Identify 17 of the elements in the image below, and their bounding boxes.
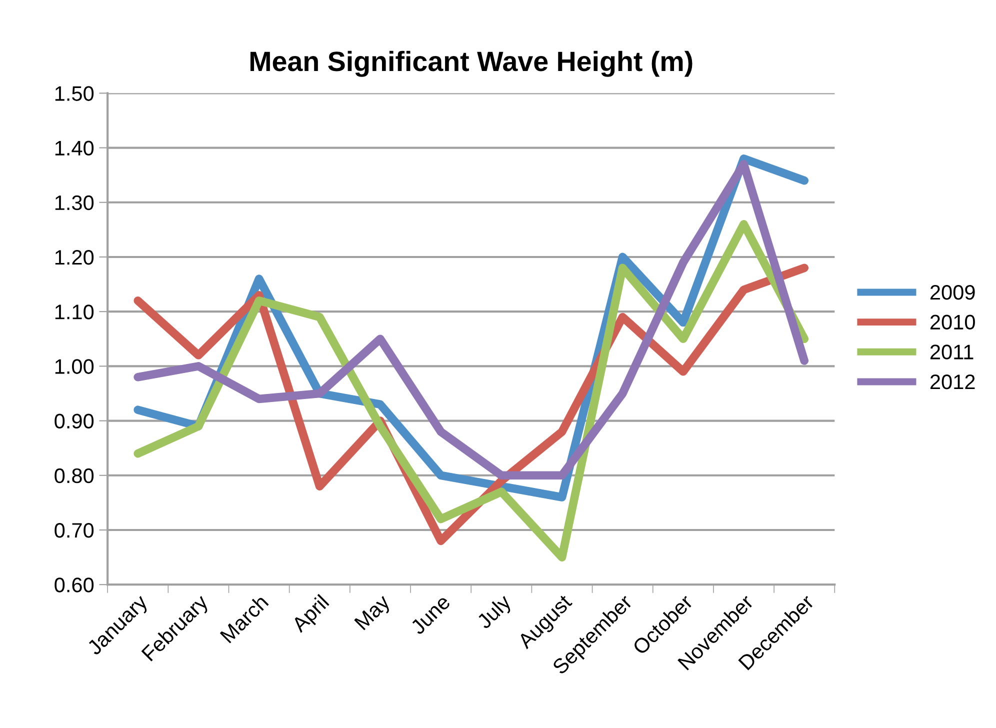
y-tick-label: 1.10 — [55, 304, 94, 320]
y-tick-label: 0.80 — [54, 468, 94, 484]
y-tick-label: 1.20 — [55, 250, 94, 265]
legend-label: 2011 — [930, 344, 974, 360]
legend-label: 2010 — [930, 314, 975, 330]
x-tick-label: May — [354, 593, 394, 634]
y-tick-label: 1.50 — [55, 86, 94, 101]
y-tick-label: 1.30 — [55, 195, 94, 210]
y-tick-label: 1.00 — [55, 359, 94, 374]
y-tick-label: 0.70 — [54, 522, 94, 538]
y-tick-label: 0.90 — [54, 414, 94, 429]
x-tick-label: July — [475, 592, 516, 633]
legend-label: 2009 — [930, 284, 975, 300]
chart-title: Mean Significant Wave Height (m) — [250, 50, 692, 77]
legend-label: 2012 — [930, 374, 975, 390]
y-tick-label: 0.60 — [54, 578, 94, 592]
y-tick-label: 1.40 — [55, 140, 94, 156]
